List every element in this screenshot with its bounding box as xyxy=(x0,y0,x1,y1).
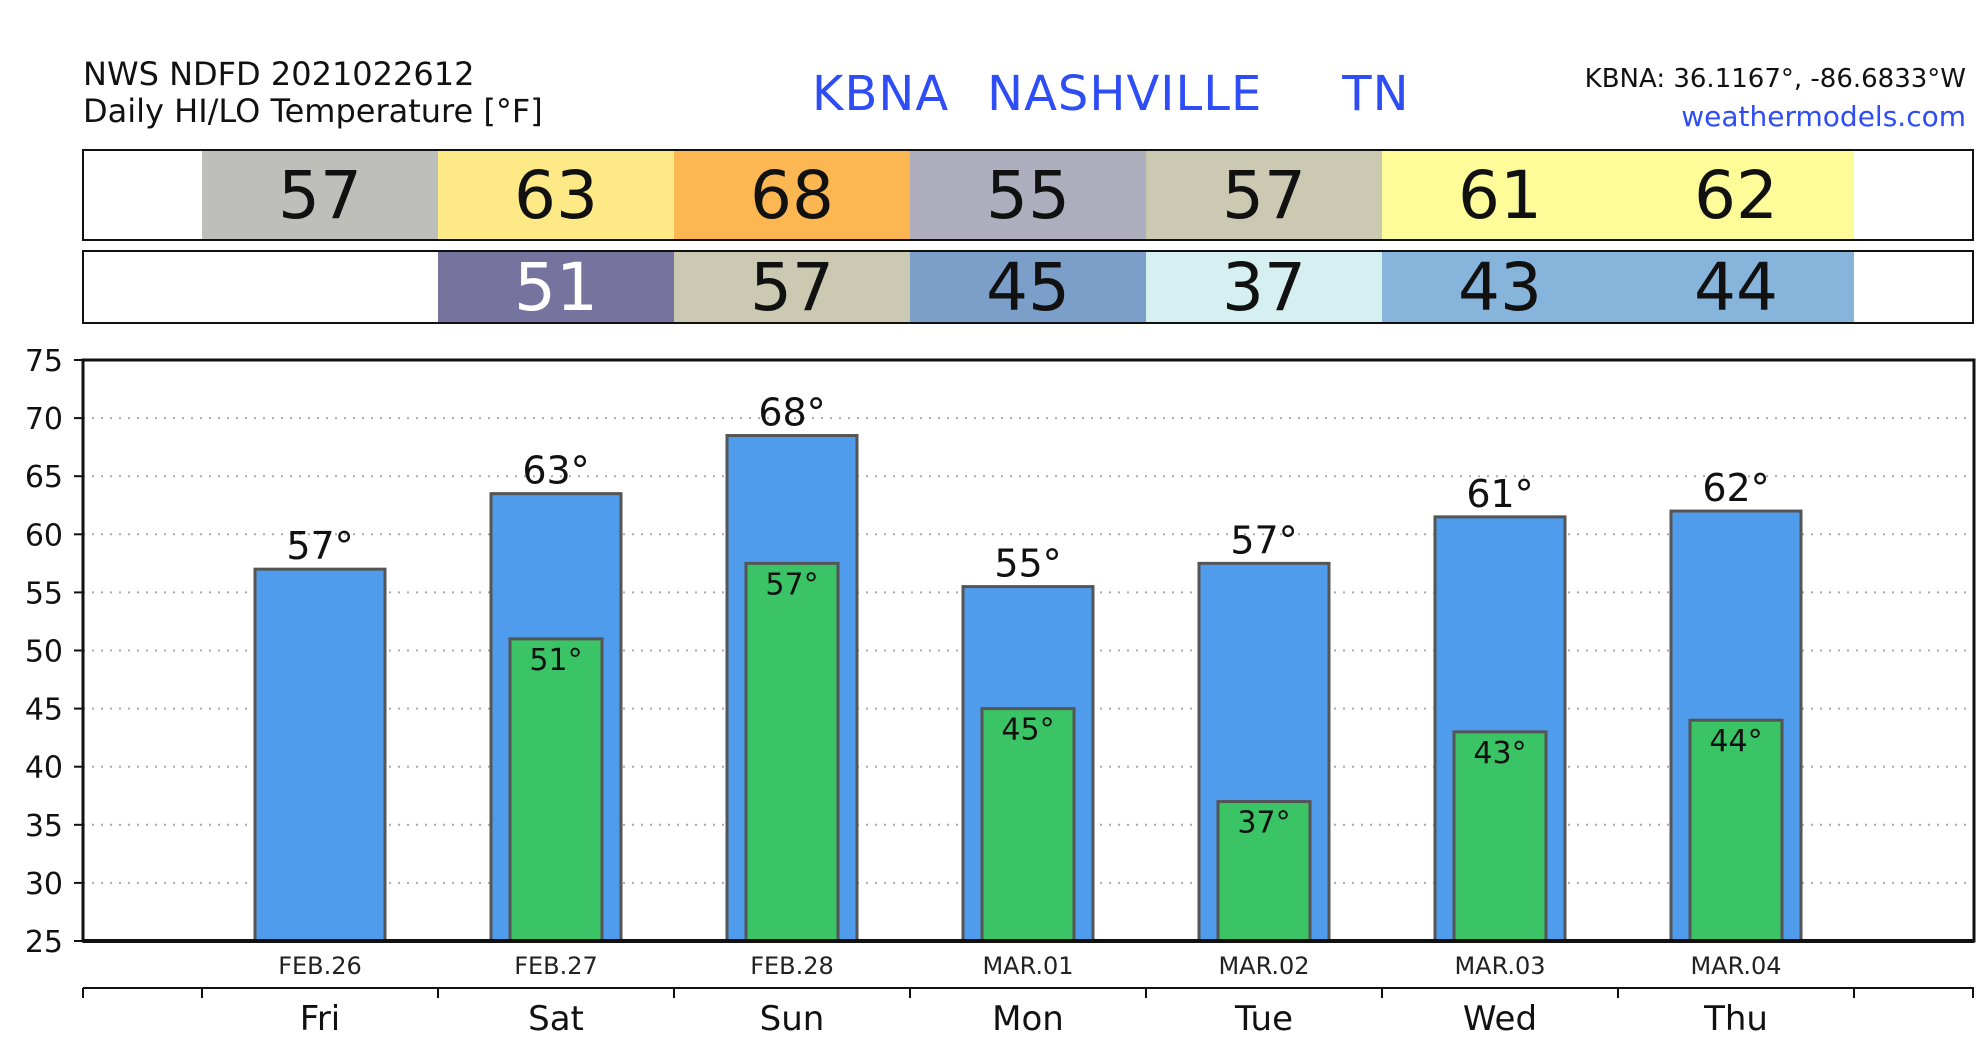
y-tick-label: 50 xyxy=(25,635,63,670)
low-bar-label: 51° xyxy=(529,643,582,678)
header-left: NWS NDFD 2021022612 Daily HI/LO Temperat… xyxy=(83,56,543,130)
low-temp-cell xyxy=(202,252,438,322)
low-bar-label: 57° xyxy=(765,567,818,602)
station-id: KBNA xyxy=(812,66,950,122)
high-temp-cell: 57 xyxy=(202,151,438,239)
x-weekday-label: Mon xyxy=(992,999,1064,1039)
site-link[interactable]: weathermodels.com xyxy=(1681,100,1966,133)
station-name: NASHVILLE xyxy=(987,66,1263,122)
high-temp-cell: 61 xyxy=(1382,151,1618,239)
low-temp-cell: 51 xyxy=(438,249,674,326)
y-tick-label: 45 xyxy=(25,693,63,728)
x-weekday-label: Thu xyxy=(1703,999,1768,1039)
model-run-label: NWS NDFD 2021022612 xyxy=(83,55,475,93)
x-date-label: MAR.01 xyxy=(982,952,1073,980)
header-right: KBNA: 36.1167°, -86.6833°W weathermodels… xyxy=(1585,60,1966,136)
y-tick-label: 30 xyxy=(25,867,63,902)
station-title: KBNA NASHVILLE TN xyxy=(812,66,1410,122)
high-bar-label: 61° xyxy=(1466,472,1533,516)
y-tick-label: 70 xyxy=(25,402,63,437)
station-coordinates: KBNA: 36.1167°, -86.6833°W xyxy=(1584,64,1966,94)
x-weekday-label: Fri xyxy=(300,999,341,1039)
y-tick-label: 55 xyxy=(25,576,63,611)
high-bar-label: 57° xyxy=(286,524,353,568)
high-temp-strip: 57 63 68 55 57 61 62 xyxy=(82,149,1974,241)
low-temp-cell: 44 xyxy=(1618,249,1854,326)
high-temp-cell: 68 xyxy=(674,151,910,239)
high-bar-label: 68° xyxy=(758,391,825,435)
y-tick-label: 40 xyxy=(25,751,63,786)
high-bar-label: 55° xyxy=(994,542,1061,586)
low-bar xyxy=(744,561,840,943)
low-bar-label: 43° xyxy=(1473,736,1526,771)
x-weekday-label: Tue xyxy=(1234,999,1293,1039)
x-date-label: FEB.27 xyxy=(514,952,598,980)
low-bar-label: 44° xyxy=(1709,724,1762,759)
x-weekday-label: Sat xyxy=(528,999,584,1039)
low-temp-cell: 43 xyxy=(1382,249,1618,326)
x-date-label: MAR.04 xyxy=(1690,952,1781,980)
low-temp-cell: 57 xyxy=(674,249,910,326)
y-tick-label: 60 xyxy=(25,518,63,553)
y-tick-label: 75 xyxy=(25,344,63,379)
high-bar-label: 62° xyxy=(1702,466,1769,510)
x-date-label: FEB.26 xyxy=(278,952,362,980)
chart-subtitle: Daily HI/LO Temperature [°F] xyxy=(83,92,543,130)
high-temp-cell: 55 xyxy=(910,151,1146,239)
low-temp-cell: 37 xyxy=(1146,249,1382,326)
station-state: TN xyxy=(1342,66,1410,122)
low-temp-strip: 51 57 45 37 43 44 xyxy=(82,249,1974,326)
y-tick-label: 35 xyxy=(25,809,63,844)
high-temp-cell: 57 xyxy=(1146,151,1382,239)
high-temp-cell: 62 xyxy=(1618,151,1854,239)
x-weekday-label: Sun xyxy=(760,999,825,1039)
x-date-label: FEB.28 xyxy=(750,952,834,980)
high-bar xyxy=(253,567,387,943)
y-tick-label: 25 xyxy=(25,925,63,960)
high-temp-cell: 63 xyxy=(438,151,674,239)
high-bar-label: 57° xyxy=(1230,518,1297,562)
low-bar-label: 37° xyxy=(1237,806,1290,841)
x-date-label: MAR.03 xyxy=(1454,952,1545,980)
x-date-label: MAR.02 xyxy=(1218,952,1309,980)
low-bar xyxy=(508,637,604,943)
x-weekday-label: Wed xyxy=(1463,999,1537,1039)
low-bar xyxy=(1688,718,1784,943)
low-bar-label: 45° xyxy=(1001,713,1054,748)
y-tick-label: 65 xyxy=(25,460,63,495)
low-temp-cell: 45 xyxy=(910,249,1146,326)
high-bar-label: 63° xyxy=(522,449,589,493)
